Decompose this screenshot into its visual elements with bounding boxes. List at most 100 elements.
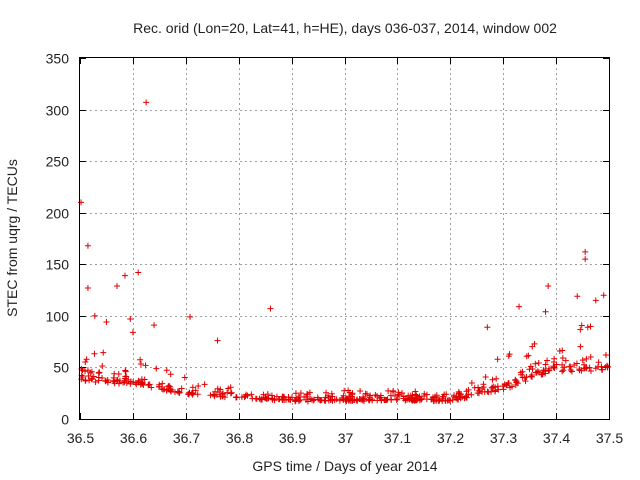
data-point bbox=[167, 386, 174, 393]
data-point bbox=[505, 353, 512, 360]
data-point bbox=[408, 396, 415, 403]
data-point bbox=[145, 381, 152, 388]
data-point bbox=[412, 391, 419, 398]
data-point bbox=[142, 362, 149, 369]
data-point bbox=[480, 381, 487, 388]
data-point bbox=[141, 376, 148, 383]
data-point bbox=[459, 394, 466, 401]
data-point bbox=[517, 369, 524, 376]
data-point bbox=[435, 398, 442, 405]
data-point bbox=[228, 389, 235, 396]
data-point bbox=[121, 272, 128, 279]
data-point bbox=[249, 395, 256, 402]
data-point bbox=[82, 368, 89, 375]
data-point bbox=[91, 312, 98, 319]
y-axis-label: STEC from uqrg / TECUs bbox=[4, 159, 20, 317]
data-point bbox=[227, 384, 234, 391]
data-point bbox=[519, 374, 526, 381]
y-tick-label: 200 bbox=[46, 206, 70, 222]
data-point bbox=[187, 313, 194, 320]
data-point bbox=[296, 393, 303, 400]
data-point bbox=[220, 390, 227, 397]
data-point bbox=[542, 361, 549, 368]
data-point bbox=[551, 364, 558, 371]
data-point bbox=[580, 365, 587, 372]
data-point bbox=[279, 396, 286, 403]
data-point bbox=[367, 392, 374, 399]
data-point bbox=[494, 356, 501, 363]
data-point bbox=[433, 392, 440, 399]
data-point bbox=[86, 377, 93, 384]
data-point bbox=[82, 377, 89, 384]
data-point bbox=[194, 391, 201, 398]
data-point bbox=[489, 376, 496, 383]
data-point bbox=[120, 379, 127, 386]
data-point bbox=[587, 353, 594, 360]
data-point bbox=[485, 389, 492, 396]
data-point bbox=[528, 371, 535, 378]
data-point bbox=[83, 356, 90, 363]
data-points bbox=[78, 99, 611, 405]
data-point bbox=[143, 99, 150, 106]
data-point bbox=[325, 392, 332, 399]
data-point bbox=[535, 360, 542, 367]
data-point bbox=[468, 380, 475, 387]
data-point bbox=[357, 387, 364, 394]
data-point bbox=[195, 382, 202, 389]
x-tick-label: 37 bbox=[338, 430, 354, 446]
data-point bbox=[559, 361, 566, 368]
data-point bbox=[137, 356, 144, 363]
data-point bbox=[421, 390, 428, 397]
data-point bbox=[233, 394, 240, 401]
data-point bbox=[529, 343, 536, 350]
data-point bbox=[577, 326, 584, 333]
data-point bbox=[532, 360, 539, 367]
data-point bbox=[345, 397, 352, 404]
data-point bbox=[156, 381, 163, 388]
axis-ticks: 36.5 36.6 36.7 36.8 36.9 37 37.1 37.2 37.3 37.4 37… bbox=[46, 51, 624, 447]
data-point bbox=[445, 397, 452, 404]
data-point bbox=[360, 394, 367, 401]
data-point bbox=[84, 242, 91, 249]
data-point bbox=[500, 386, 507, 393]
data-point bbox=[92, 379, 99, 386]
data-point bbox=[90, 373, 97, 380]
data-point bbox=[95, 377, 102, 384]
y-tick-label: 150 bbox=[46, 257, 70, 273]
data-point bbox=[84, 285, 91, 292]
data-point bbox=[587, 323, 594, 330]
data-point bbox=[439, 395, 446, 402]
data-point bbox=[135, 269, 142, 276]
data-point bbox=[114, 377, 121, 384]
data-point bbox=[167, 388, 174, 395]
data-point bbox=[201, 381, 208, 388]
data-point bbox=[96, 369, 103, 376]
data-point bbox=[514, 380, 521, 387]
data-point bbox=[594, 363, 601, 370]
data-point bbox=[188, 390, 195, 397]
data-point bbox=[392, 392, 399, 399]
x-tick-label: 37.2 bbox=[437, 430, 464, 446]
data-point bbox=[578, 322, 585, 329]
x-tick-label: 37.1 bbox=[384, 430, 411, 446]
data-point bbox=[550, 364, 557, 371]
data-point bbox=[523, 374, 530, 381]
data-point bbox=[127, 315, 134, 322]
data-point bbox=[567, 367, 574, 374]
data-point bbox=[260, 391, 267, 398]
data-point bbox=[394, 395, 401, 402]
data-point bbox=[178, 385, 185, 392]
data-point bbox=[582, 248, 589, 255]
data-point bbox=[165, 382, 172, 389]
data-point bbox=[571, 362, 578, 369]
data-point bbox=[79, 367, 86, 374]
data-point bbox=[559, 368, 566, 375]
data-point bbox=[542, 308, 549, 315]
data-point bbox=[534, 368, 541, 375]
data-point bbox=[163, 367, 170, 374]
data-point bbox=[539, 371, 546, 378]
data-point bbox=[390, 388, 397, 395]
x-tick-label: 36.9 bbox=[279, 430, 306, 446]
data-point bbox=[566, 363, 573, 370]
